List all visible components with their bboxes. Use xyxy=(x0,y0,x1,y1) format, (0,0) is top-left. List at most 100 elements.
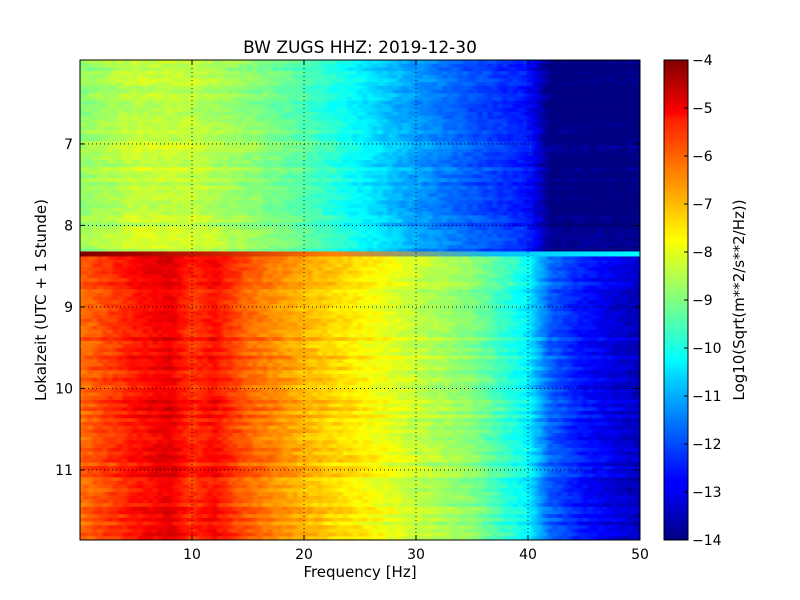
spectrogram-row xyxy=(80,119,640,124)
spectrogram-row xyxy=(80,318,640,323)
spectrogram-row xyxy=(80,528,640,534)
colorbar-tick-label: −11 xyxy=(692,389,722,405)
spectrogram-row xyxy=(80,403,640,408)
spectrogram-row xyxy=(80,93,640,98)
spectrogram-row xyxy=(80,211,640,216)
spectrogram-row xyxy=(80,374,640,379)
spectrogram-row xyxy=(80,322,640,327)
spectrogram-row xyxy=(80,285,640,290)
spectrogram-row xyxy=(80,388,640,394)
spectrogram-row xyxy=(80,130,640,135)
spectrogram-row xyxy=(80,536,640,540)
spectrogram-row xyxy=(80,510,640,515)
spectrogram-row xyxy=(80,207,640,213)
spectrogram-row xyxy=(80,315,640,320)
spectrogram-row xyxy=(80,340,640,346)
spectrogram-row xyxy=(80,196,640,202)
spectrogram-row xyxy=(80,67,640,72)
spectrogram-row xyxy=(80,152,640,157)
spectrogram-row xyxy=(80,182,640,187)
spectrogram-row xyxy=(80,289,640,294)
grid-lines xyxy=(80,60,640,540)
spectrogram-row xyxy=(80,230,640,235)
spectrogram-row xyxy=(80,333,640,338)
spectrogram-row xyxy=(80,399,640,405)
spectrogram-row xyxy=(80,377,640,383)
spectrogram-row xyxy=(80,148,640,154)
spectrogram-row xyxy=(80,492,640,497)
spectrogram-row xyxy=(80,174,640,179)
spectrogram-row xyxy=(80,122,640,128)
spectrogram-row xyxy=(80,525,640,530)
spectrogram-row xyxy=(80,263,640,268)
spectrogram-row xyxy=(80,414,640,419)
colorbar-tick-label: −4 xyxy=(692,53,713,69)
spectrogram-row xyxy=(80,480,640,486)
spectrogram-row xyxy=(80,126,640,131)
spectrogram-row xyxy=(80,111,640,117)
spectrogram-row xyxy=(80,159,640,165)
spectrogram-row xyxy=(80,348,640,353)
spectrogram-row xyxy=(80,60,640,65)
spectrogram-row xyxy=(80,366,640,371)
spectrogram-row xyxy=(80,278,640,283)
colorbar-tick-label: −9 xyxy=(692,293,713,309)
spectrogram-row xyxy=(80,89,640,94)
spectrogram-row xyxy=(80,256,640,261)
spectrogram-row xyxy=(80,473,640,478)
spectrogram-row xyxy=(80,133,640,139)
spectrogram-row xyxy=(80,484,640,489)
spectrogram-row xyxy=(80,185,640,191)
spectrogram-area xyxy=(80,60,640,540)
spectrogram-row xyxy=(80,71,640,76)
x-tick-label: 40 xyxy=(519,547,537,563)
spectrogram-row xyxy=(80,145,640,150)
spectrogram-row xyxy=(80,362,640,368)
spectrogram-row xyxy=(80,156,640,161)
spectrogram-row xyxy=(80,63,640,68)
spectrogram-row xyxy=(80,503,640,508)
spectrogram-row xyxy=(80,163,640,168)
spectrogram-row xyxy=(80,418,640,423)
spectrogram-row xyxy=(80,104,640,109)
spectrogram-row xyxy=(80,82,640,87)
spectrogram-row xyxy=(80,74,640,80)
y-tick-label: 11 xyxy=(55,463,73,479)
colorbar-tick-label: −6 xyxy=(692,149,713,165)
spectrogram-row xyxy=(80,517,640,523)
spectrogram-row xyxy=(80,307,640,312)
y-tick-label: 9 xyxy=(64,300,73,316)
spectrogram-row xyxy=(80,141,640,146)
spectrogram-row xyxy=(80,267,640,272)
y-tick-label: 7 xyxy=(64,137,73,153)
spectrogram-row xyxy=(80,385,640,390)
colorbar-tick-label: −12 xyxy=(692,437,722,453)
spectrogram-row xyxy=(80,204,640,209)
spectrogram-row xyxy=(80,108,640,113)
transition-band xyxy=(80,251,640,257)
spectrogram-row xyxy=(80,296,640,301)
x-axis-label: Frequency [Hz] xyxy=(303,563,416,581)
spectrogram-row xyxy=(80,451,640,456)
spectrogram-row xyxy=(80,270,640,276)
spectrogram-row xyxy=(80,337,640,342)
spectrogram-row xyxy=(80,303,640,309)
chart-title: BW ZUGS HHZ: 2019-12-30 xyxy=(243,38,477,58)
colorbar-tick-label: −14 xyxy=(692,533,722,549)
spectrogram-row xyxy=(80,200,640,205)
spectrogram-row xyxy=(80,100,640,105)
spectrogram-row xyxy=(80,178,640,183)
spectrogram-row xyxy=(80,215,640,220)
spectrogram-segment xyxy=(80,60,640,253)
plot-frame xyxy=(79,59,641,541)
spectrogram-row xyxy=(80,241,640,246)
colorbar-ticks: −4 −5 −6 −7 −8 −9 −10 −11 −12 −13 −14 xyxy=(684,53,722,549)
spectrogram-row xyxy=(80,458,640,464)
spectrogram-row xyxy=(80,344,640,349)
spectrogram-row xyxy=(80,281,640,287)
x-tick-label: 30 xyxy=(407,547,425,563)
spectrogram-row xyxy=(80,96,640,102)
spectrogram-row xyxy=(80,326,640,331)
y-tick-label: 10 xyxy=(55,381,73,397)
